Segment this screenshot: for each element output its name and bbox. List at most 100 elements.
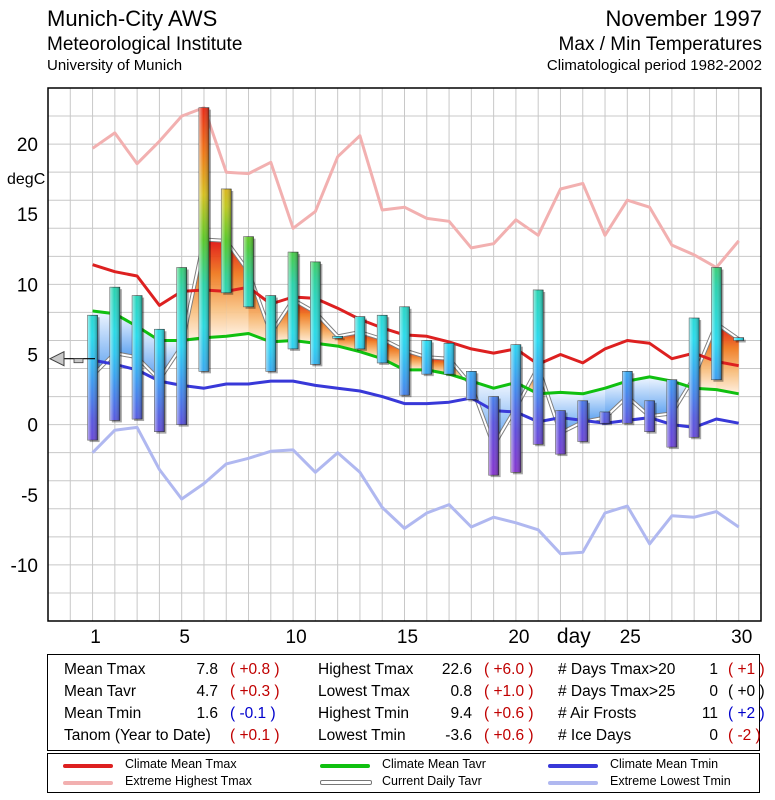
- cold-anomaly-segment: [137, 326, 160, 380]
- stat-row: # Air Frosts 11 ( +2 ): [48, 705, 765, 725]
- temperature-bars: [87, 107, 746, 478]
- stat-value: 22.6: [441, 661, 472, 678]
- x-tick-label: 20: [508, 627, 529, 648]
- cold-anomaly-segment: [649, 376, 672, 417]
- stat-row: # Ice Days 0 ( -2 ): [48, 727, 761, 747]
- stat-label: # Ice Days: [558, 727, 632, 744]
- bar-highlight: [733, 337, 744, 341]
- x-tick-label: 1: [90, 627, 101, 648]
- stat-label: Mean Tmax: [64, 661, 146, 678]
- y-tick-label: -10: [11, 556, 38, 577]
- stat-anomaly: ( +2 ): [728, 705, 765, 722]
- y-tick-label: 10: [17, 275, 38, 296]
- stat-anomaly: ( -0.1 ): [230, 705, 276, 722]
- stat-anomaly: ( +0 ): [728, 683, 765, 700]
- legend-label: Extreme Lowest Tmin: [610, 774, 731, 788]
- stat-value: 1.6: [196, 705, 218, 722]
- bar-highlight: [154, 329, 165, 432]
- stat-row: Mean Tmax 7.8 ( +0.8 ): [48, 661, 759, 681]
- bar-highlight: [109, 287, 120, 421]
- x-tick-label: 30: [731, 627, 752, 648]
- bar-highlight: [377, 315, 388, 363]
- bar-highlight: [288, 252, 299, 349]
- bar-highlight: [198, 107, 209, 372]
- x-axis-label: day: [557, 625, 591, 648]
- stat-row: Mean Tavr 4.7 ( +0.3 ): [48, 683, 759, 703]
- bar-highlight: [644, 400, 655, 432]
- bar-highlight: [243, 236, 254, 307]
- warm-anomaly-segment: [382, 339, 405, 370]
- stat-anomaly: ( +6.0 ): [484, 661, 534, 678]
- bar-highlight: [221, 188, 232, 293]
- stat-row: # Days Tmax>25 0 ( +0 ): [48, 683, 765, 703]
- stat-label: Lowest Tmin: [318, 727, 406, 744]
- x-tick-label: 25: [620, 627, 641, 648]
- stat-label: # Days Tmax>20: [558, 661, 676, 678]
- x-tick-label: 5: [179, 627, 190, 648]
- stat-anomaly: ( +1 ): [728, 661, 765, 678]
- stat-value: 4.7: [196, 683, 218, 700]
- bar-highlight: [510, 344, 521, 473]
- legend-label: Climate Mean Tmin: [610, 757, 719, 771]
- y-tick-label: 15: [17, 205, 38, 226]
- bar-highlight: [444, 343, 455, 375]
- stat-anomaly: ( -2 ): [728, 727, 761, 744]
- y-tick-label: 0: [27, 416, 38, 437]
- legend-swatch: [63, 781, 113, 785]
- cold-anomaly-segment: [605, 381, 628, 418]
- warm-anomaly-segment: [404, 350, 427, 370]
- stat-row: Mean Tmin 1.6 ( -0.1 ): [48, 705, 759, 725]
- chart-legend: Climate Mean Tmax Climate Mean Tavr Climat…: [47, 753, 760, 793]
- institute-name: Meteorological Institute: [47, 34, 243, 55]
- legend-swatch: [548, 764, 598, 768]
- bar-highlight: [310, 261, 321, 365]
- legend-label: Climate Mean Tavr: [382, 757, 486, 771]
- stat-anomaly: ( +0.3 ): [230, 683, 280, 700]
- stat-anomaly: ( +0.6 ): [484, 727, 534, 744]
- x-tick-label: 10: [286, 627, 307, 648]
- stat-label: Lowest Tmax: [318, 683, 410, 700]
- stat-label: Mean Tmin: [64, 705, 142, 722]
- bar-highlight: [666, 379, 677, 448]
- stat-value: 0: [709, 727, 718, 744]
- stat-value: 0: [709, 683, 718, 700]
- cold-anomaly-segment: [92, 311, 115, 376]
- legend-swatch: [320, 764, 370, 768]
- cold-anomaly-segment: [582, 388, 606, 422]
- stat-row: Tanom (Year to Date) ( +0.1 ): [48, 727, 759, 747]
- stat-value: 9.4: [450, 705, 472, 722]
- legend-swatch: [320, 780, 372, 785]
- legend-swatch: [63, 764, 113, 768]
- warm-anomaly-segment: [716, 323, 739, 394]
- stat-anomaly: ( +0.6 ): [484, 705, 534, 722]
- bar-highlight: [332, 336, 343, 339]
- stat-row: Highest Tmin 9.4 ( +0.6 ): [48, 705, 759, 725]
- stat-row: Lowest Tmin -3.6 ( +0.6 ): [48, 727, 759, 747]
- bar-highlight: [466, 371, 477, 400]
- climate-period: Climatological period 1982-2002: [546, 57, 762, 74]
- station-name: Munich-City AWS: [47, 6, 218, 31]
- cold-anomaly-segment: [627, 376, 650, 417]
- stat-value: 11: [701, 705, 718, 722]
- y-tick-label: 5: [27, 346, 38, 367]
- bar-highlight: [176, 267, 187, 425]
- bar-highlight: [600, 412, 611, 424]
- stat-label: # Air Frosts: [558, 705, 637, 722]
- indicator-marker: [73, 358, 84, 364]
- bar-highlight: [711, 267, 722, 380]
- stat-label: Highest Tmax: [318, 661, 414, 678]
- bar-highlight: [132, 295, 143, 420]
- stat-value: 7.8: [196, 661, 218, 678]
- chart-subtitle: Max / Min Temperatures: [558, 34, 762, 55]
- stat-label: Highest Tmin: [318, 705, 410, 722]
- warm-anomaly-segment: [203, 239, 227, 338]
- stat-anomaly: ( +0.1 ): [230, 727, 280, 744]
- stat-label: # Days Tmax>25: [558, 683, 676, 700]
- bar-highlight: [488, 396, 499, 476]
- legend-label: Extreme Highest Tmax: [125, 774, 252, 788]
- stat-anomaly: ( +1.0 ): [484, 683, 534, 700]
- stat-anomaly: ( +0.8 ): [230, 661, 280, 678]
- plot-frame: [47, 87, 762, 622]
- bar-highlight: [555, 410, 566, 455]
